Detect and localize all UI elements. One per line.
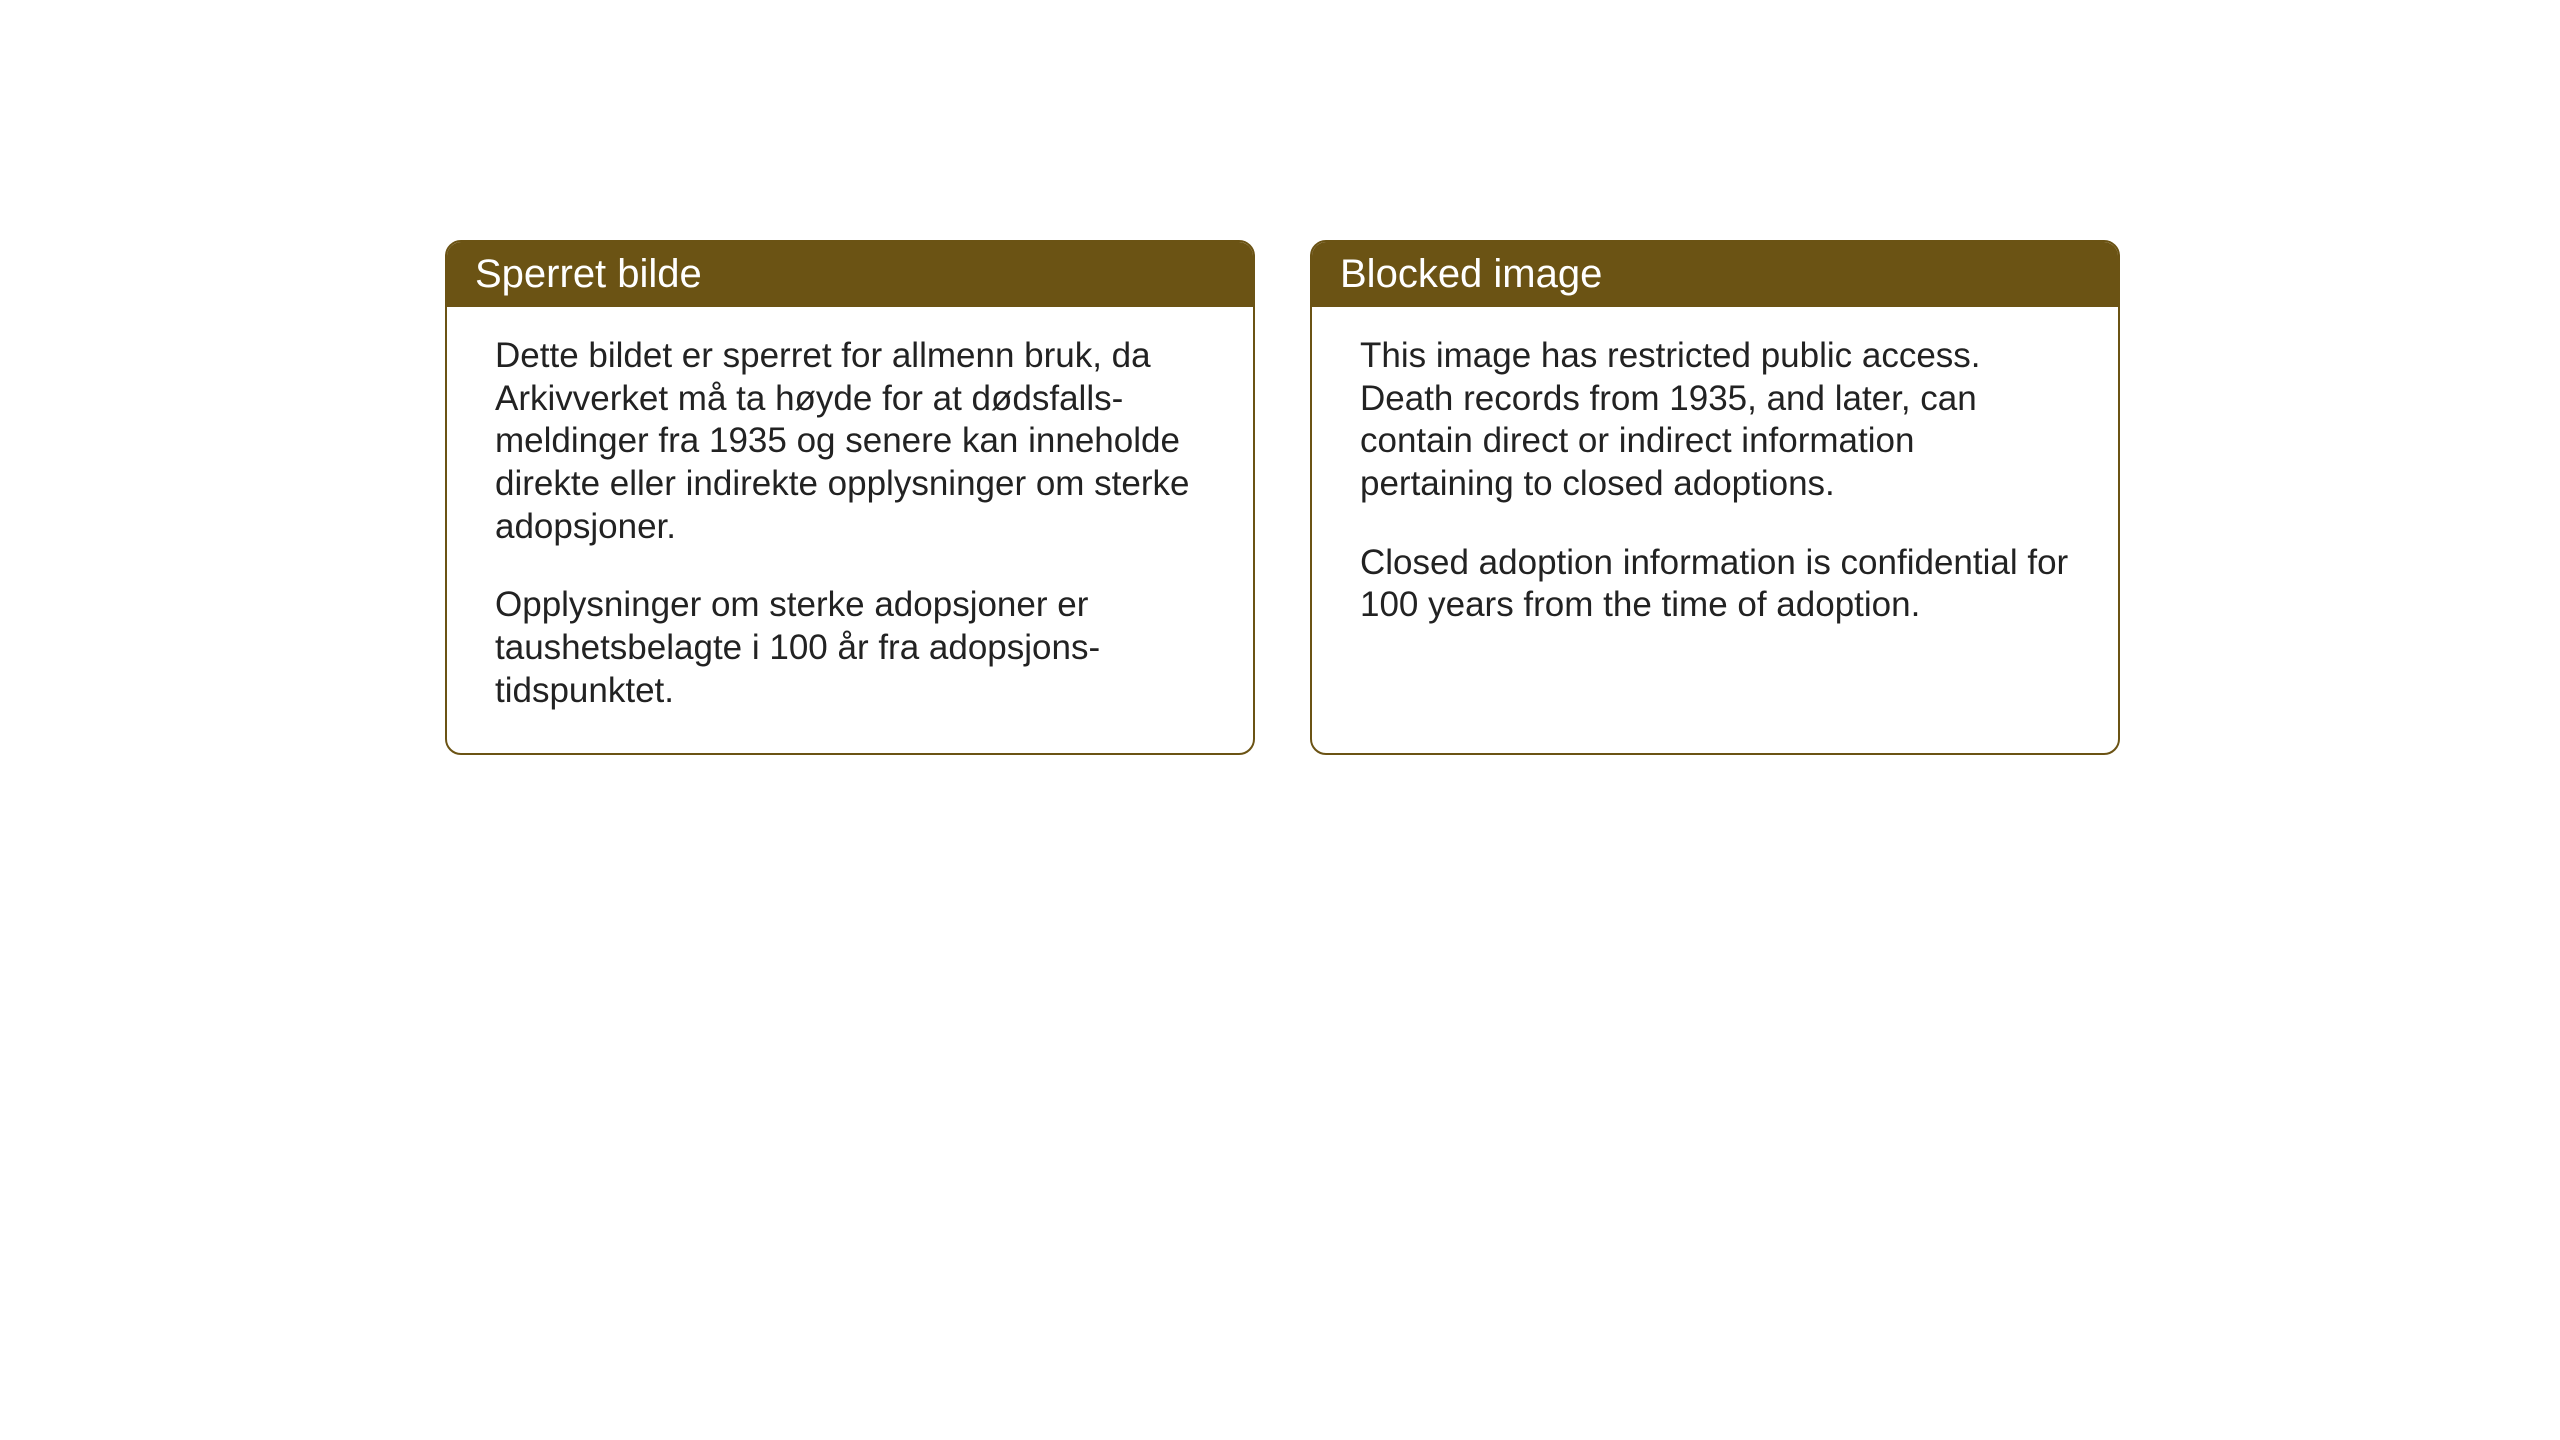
card-paragraph-norwegian-2: Opplysninger om sterke adopsjoner er tau… — [495, 584, 1205, 712]
card-header-english: Blocked image — [1312, 242, 2118, 307]
card-paragraph-norwegian-1: Dette bildet er sperret for allmenn bruk… — [495, 335, 1205, 548]
card-header-norwegian: Sperret bilde — [447, 242, 1253, 307]
card-body-english: This image has restricted public access.… — [1312, 307, 2118, 747]
card-paragraph-english-2: Closed adoption information is confident… — [1360, 542, 2070, 627]
notice-card-english: Blocked image This image has restricted … — [1310, 240, 2120, 755]
card-title-english: Blocked image — [1340, 252, 1602, 296]
card-paragraph-english-1: This image has restricted public access.… — [1360, 335, 2070, 506]
card-title-norwegian: Sperret bilde — [475, 252, 702, 296]
notice-card-norwegian: Sperret bilde Dette bildet er sperret fo… — [445, 240, 1255, 755]
card-body-norwegian: Dette bildet er sperret for allmenn bruk… — [447, 307, 1253, 753]
notice-container: Sperret bilde Dette bildet er sperret fo… — [0, 0, 2560, 755]
